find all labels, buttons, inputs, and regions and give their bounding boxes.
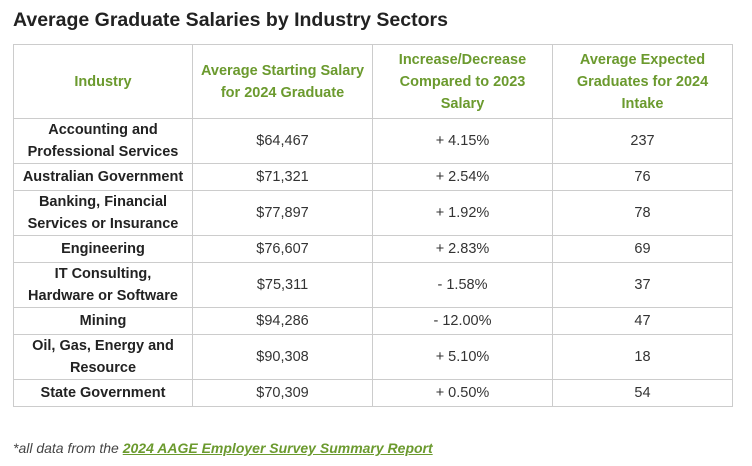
column-header-salary: Average Starting Salary for 2024 Graduat… — [192, 44, 373, 119]
change-cell: + 0.50% — [372, 379, 553, 407]
graduates-cell: 69 — [552, 235, 733, 263]
industry-cell: Mining — [13, 307, 193, 335]
industry-cell: Accounting and Professional Services — [13, 118, 193, 164]
table-header-row: Industry Average Starting Salary for 202… — [13, 44, 733, 119]
industry-cell: Australian Government — [13, 163, 193, 191]
change-cell: + 5.10% — [372, 334, 553, 380]
table-row: Oil, Gas, Energy and Resource $90,308 + … — [13, 334, 733, 380]
salary-cell: $75,311 — [192, 262, 373, 308]
industry-cell: Oil, Gas, Energy and Resource — [13, 334, 193, 380]
salary-cell: $94,286 — [192, 307, 373, 335]
salary-cell: $77,897 — [192, 190, 373, 236]
column-header-change: Increase/Decrease Compared to 2023 Salar… — [372, 44, 553, 119]
graduates-cell: 37 — [552, 262, 733, 308]
footnote-prefix: *all data from the — [13, 440, 123, 456]
change-cell: + 1.92% — [372, 190, 553, 236]
change-cell: - 1.58% — [372, 262, 553, 308]
salary-cell: $70,309 — [192, 379, 373, 407]
change-cell: + 2.83% — [372, 235, 553, 263]
table-row: Engineering $76,607 + 2.83% 69 — [13, 235, 733, 263]
table-row: Australian Government $71,321 + 2.54% 76 — [13, 163, 733, 191]
graduates-cell: 47 — [552, 307, 733, 335]
change-cell: - 12.00% — [372, 307, 553, 335]
footnote: *all data from the 2024 AAGE Employer Su… — [13, 440, 433, 456]
graduates-cell: 237 — [552, 118, 733, 164]
graduates-cell: 18 — [552, 334, 733, 380]
survey-report-link[interactable]: 2024 AAGE Employer Survey Summary Report — [122, 440, 433, 456]
industry-cell: Banking, Financial Services or Insurance — [13, 190, 193, 236]
salary-cell: $71,321 — [192, 163, 373, 191]
change-cell: + 4.15% — [372, 118, 553, 164]
graduates-cell: 76 — [552, 163, 733, 191]
graduates-cell: 54 — [552, 379, 733, 407]
table-row: Banking, Financial Services or Insurance… — [13, 190, 733, 236]
table-row: State Government $70,309 + 0.50% 54 — [13, 379, 733, 407]
table-row: Mining $94,286 - 12.00% 47 — [13, 307, 733, 335]
salary-cell: $64,467 — [192, 118, 373, 164]
salary-cell: $90,308 — [192, 334, 373, 380]
column-header-graduates: Average Expected Graduates for 2024 Inta… — [552, 44, 733, 119]
page-title: Average Graduate Salaries by Industry Se… — [13, 9, 448, 31]
industry-cell: IT Consulting, Hardware or Software — [13, 262, 193, 308]
industry-cell: State Government — [13, 379, 193, 407]
column-header-industry: Industry — [13, 44, 193, 119]
salary-cell: $76,607 — [192, 235, 373, 263]
table-row: Accounting and Professional Services $64… — [13, 118, 733, 164]
graduates-cell: 78 — [552, 190, 733, 236]
industry-cell: Engineering — [13, 235, 193, 263]
change-cell: + 2.54% — [372, 163, 553, 191]
salary-table: Industry Average Starting Salary for 202… — [13, 44, 733, 407]
table-row: IT Consulting, Hardware or Software $75,… — [13, 262, 733, 308]
